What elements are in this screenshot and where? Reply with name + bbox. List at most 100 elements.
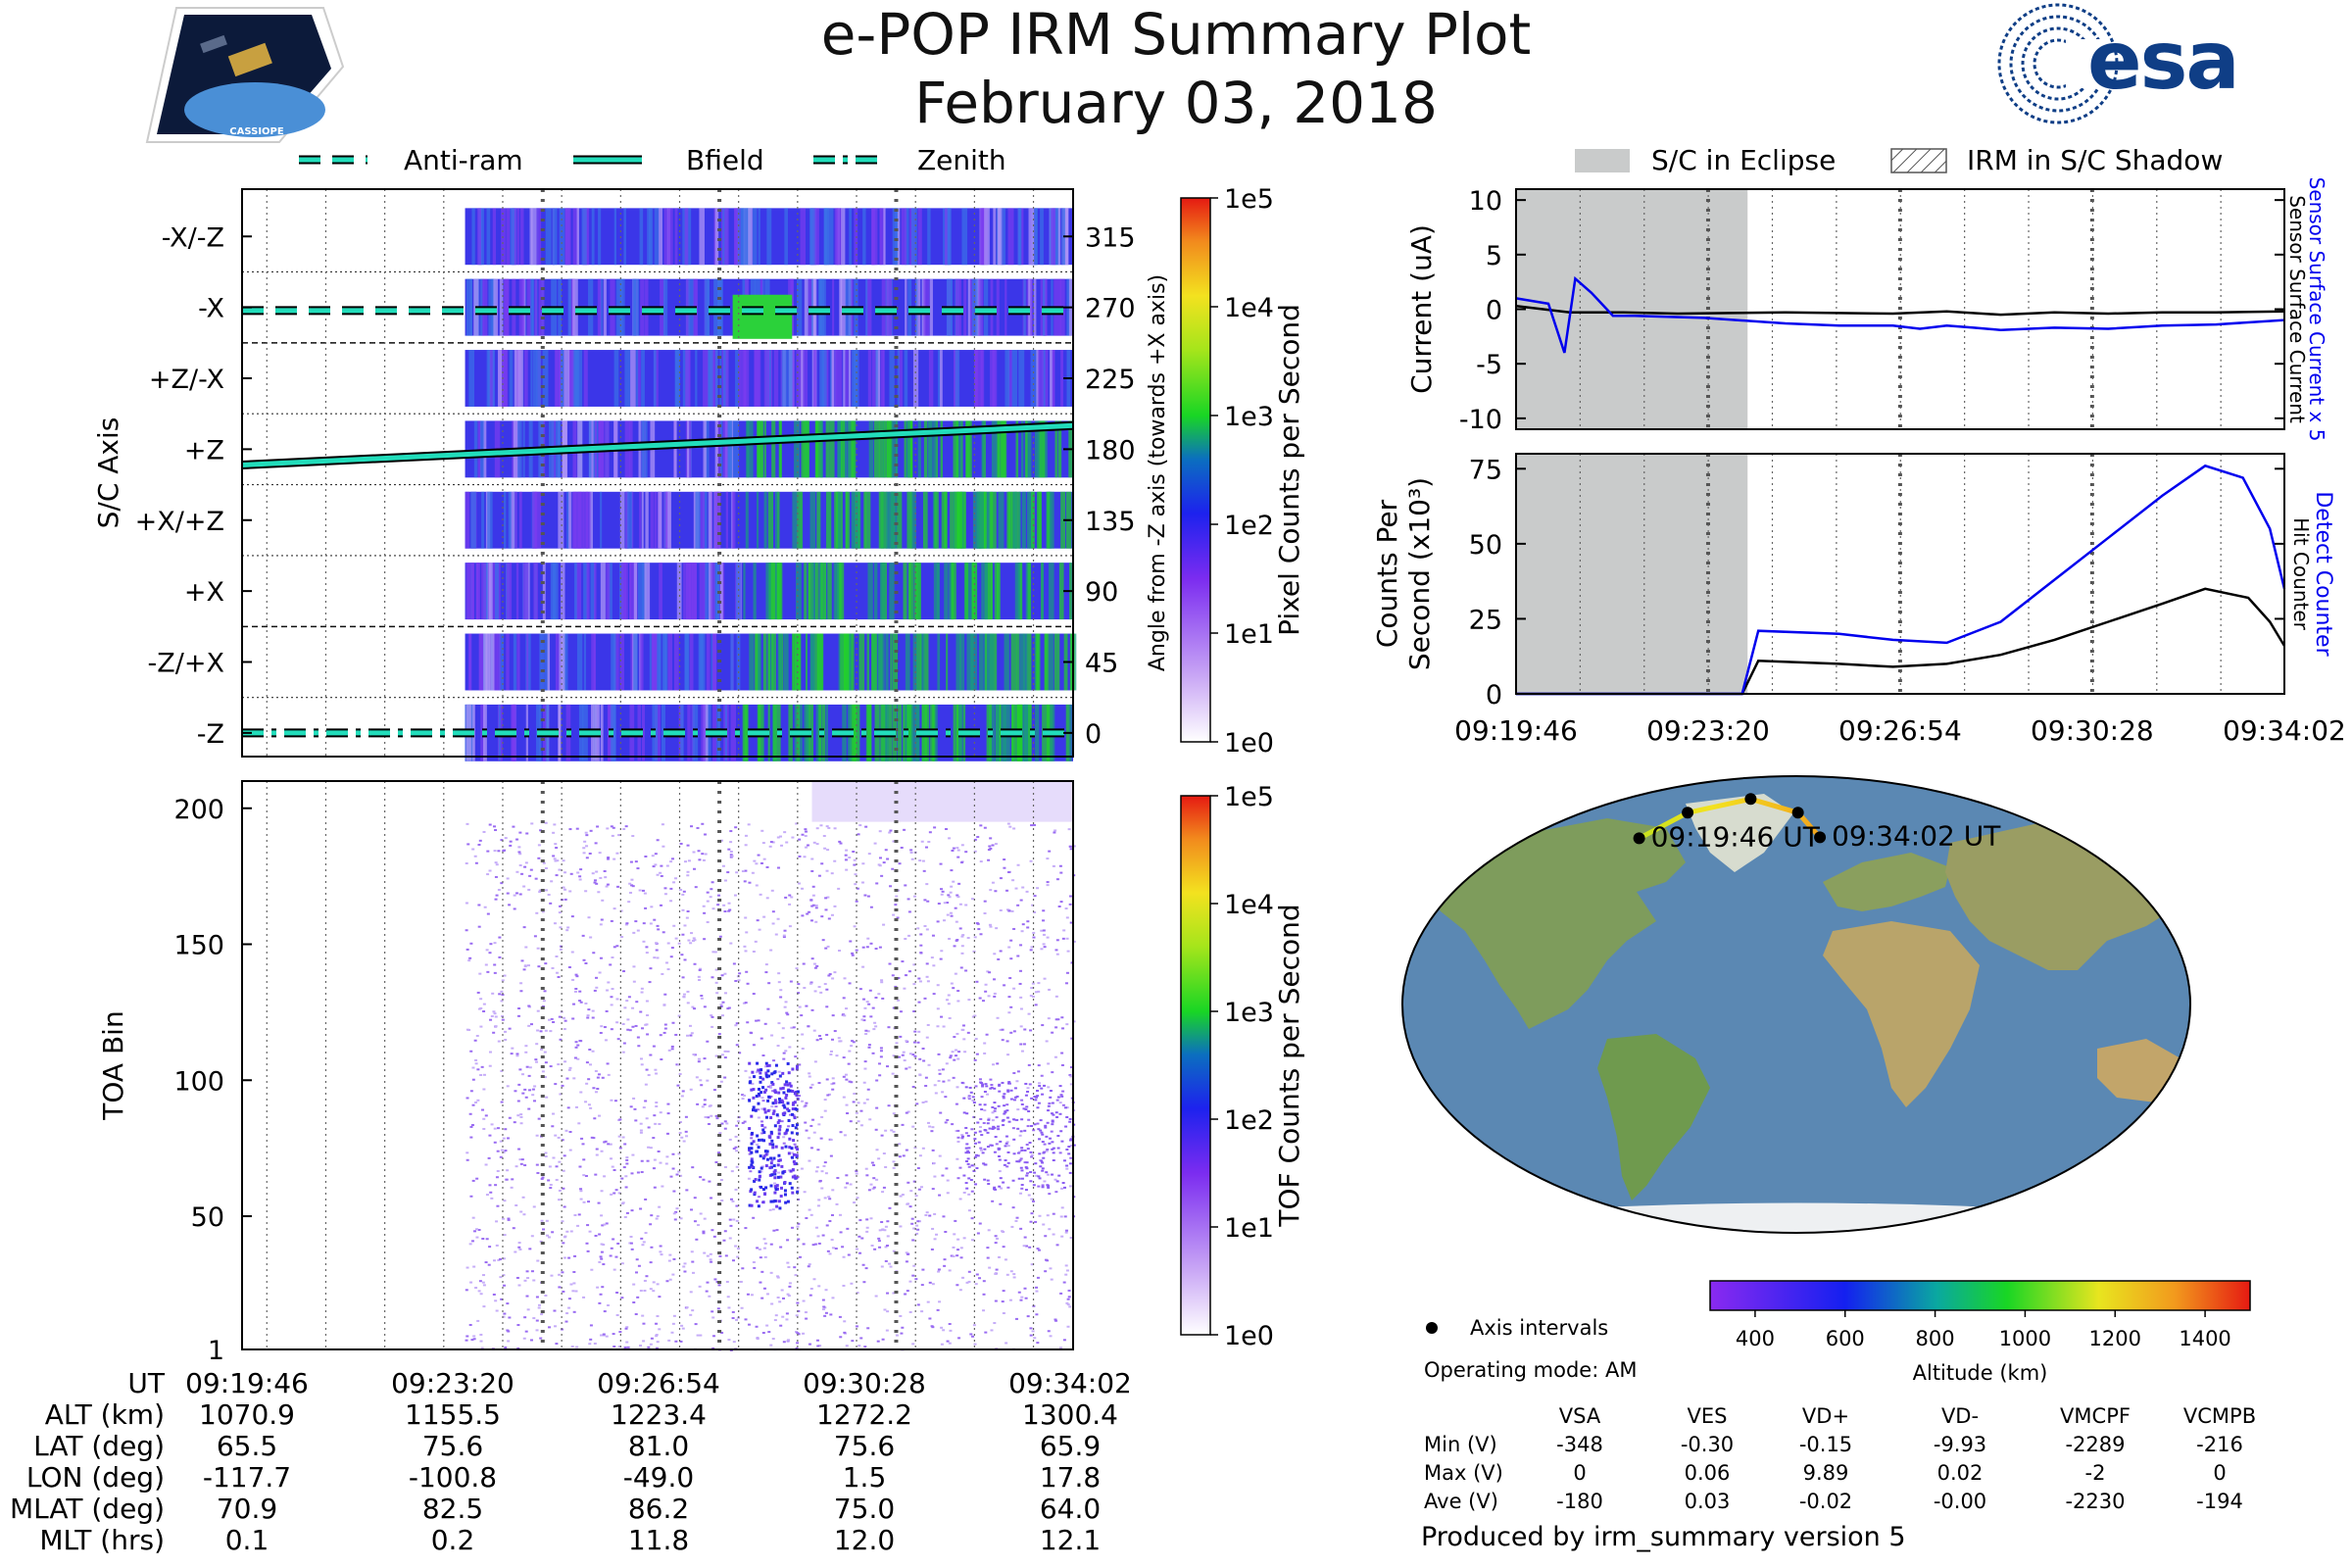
count-pixel	[826, 945, 830, 948]
band-streak	[1026, 633, 1032, 691]
count-pixel	[670, 1048, 674, 1051]
count-pixel	[952, 880, 956, 883]
count-pixel	[696, 1224, 700, 1227]
hotspot-pixel	[777, 1119, 781, 1123]
count-pixel	[1059, 1094, 1063, 1097]
count-pixel	[494, 829, 498, 832]
band-streak	[814, 563, 819, 620]
band-streak	[892, 208, 899, 266]
count-pixel	[543, 990, 547, 993]
cluster-pixel	[1026, 1148, 1030, 1151]
count-pixel	[777, 972, 781, 975]
count-pixel	[920, 1284, 924, 1287]
count-pixel	[851, 952, 855, 955]
count-pixel	[972, 1324, 976, 1327]
cluster-pixel	[966, 1162, 970, 1165]
panel-frame	[241, 780, 1074, 1350]
count-pixel	[665, 1280, 669, 1283]
count-pixel	[843, 1134, 847, 1137]
count-pixel	[763, 1065, 767, 1068]
cluster-pixel	[1029, 1151, 1033, 1153]
count-pixel	[495, 1309, 499, 1312]
count-pixel	[632, 1301, 636, 1304]
hotspot-pixel	[783, 1105, 787, 1109]
hotspot-pixel	[773, 1176, 777, 1180]
count-pixel	[599, 876, 603, 879]
y-tick-label: +Z	[184, 435, 224, 466]
count-pixel	[1064, 907, 1068, 910]
band-streak	[998, 491, 1004, 549]
count-pixel	[640, 1159, 644, 1162]
count-pixel	[1042, 1223, 1046, 1226]
count-pixel	[824, 947, 828, 950]
hotspot-pixel	[782, 1091, 786, 1095]
count-pixel	[1046, 1214, 1050, 1217]
cluster-pixel	[1051, 1102, 1054, 1104]
band-streak	[598, 208, 602, 266]
cluster-pixel	[991, 1105, 995, 1108]
count-pixel	[1064, 1264, 1068, 1267]
count-pixel	[553, 823, 557, 826]
count-pixel	[539, 1030, 543, 1033]
cluster-pixel	[1022, 1107, 1026, 1110]
count-pixel	[567, 1298, 571, 1300]
hotspot-pixel	[787, 1071, 791, 1075]
count-pixel	[889, 885, 893, 888]
count-pixel	[1018, 982, 1022, 985]
count-pixel	[642, 1106, 646, 1109]
count-pixel	[1026, 926, 1030, 929]
cluster-pixel	[1057, 1174, 1061, 1177]
count-pixel	[900, 846, 904, 849]
band-streak	[502, 350, 509, 407]
cluster-pixel	[960, 1135, 964, 1138]
count-pixel	[909, 852, 913, 855]
cluster-pixel	[974, 1183, 978, 1186]
count-pixel	[591, 1016, 595, 1019]
y-tick-label: 10	[1469, 186, 1502, 217]
count-pixel	[1042, 919, 1046, 922]
count-pixel	[947, 1079, 951, 1082]
count-pixel	[869, 1183, 873, 1186]
count-pixel	[495, 894, 499, 897]
count-pixel	[945, 1062, 949, 1065]
count-pixel	[912, 983, 916, 986]
count-pixel	[692, 851, 696, 854]
count-pixel	[635, 1001, 639, 1004]
hotspot-pixel	[783, 1180, 787, 1184]
count-pixel	[492, 1031, 496, 1034]
count-pixel	[1065, 1023, 1069, 1026]
count-pixel	[672, 1314, 676, 1317]
cluster-pixel	[1062, 1159, 1066, 1162]
count-pixel	[930, 1130, 934, 1133]
count-pixel	[535, 1134, 539, 1137]
band-streak	[701, 704, 706, 761]
count-pixel	[503, 1200, 507, 1202]
count-pixel	[901, 1326, 905, 1329]
hotspot-pixel	[786, 1089, 790, 1093]
count-pixel	[947, 1003, 951, 1005]
count-pixel	[693, 1007, 697, 1010]
count-pixel	[960, 945, 964, 948]
band-streak	[828, 208, 834, 266]
count-pixel	[563, 1236, 566, 1239]
count-pixel	[710, 888, 713, 891]
count-pixel	[857, 1120, 860, 1123]
count-pixel	[817, 1082, 821, 1085]
count-pixel	[493, 942, 497, 945]
hotspot-pixel	[773, 1089, 777, 1093]
count-pixel	[984, 1331, 988, 1334]
legend-label: S/C in Eclipse	[1651, 144, 1836, 176]
count-pixel	[488, 1051, 492, 1054]
cluster-pixel	[973, 1142, 977, 1145]
cluster-pixel	[1026, 1090, 1030, 1093]
count-pixel	[709, 896, 712, 899]
cluster-pixel	[1068, 1171, 1072, 1174]
hotspot-pixel	[777, 1091, 781, 1095]
count-pixel	[978, 1222, 982, 1225]
count-pixel	[551, 966, 555, 969]
cluster-pixel	[1003, 1163, 1006, 1166]
count-pixel	[537, 857, 541, 859]
count-pixel	[744, 869, 748, 872]
count-pixel	[707, 1116, 710, 1119]
count-pixel	[837, 887, 841, 890]
